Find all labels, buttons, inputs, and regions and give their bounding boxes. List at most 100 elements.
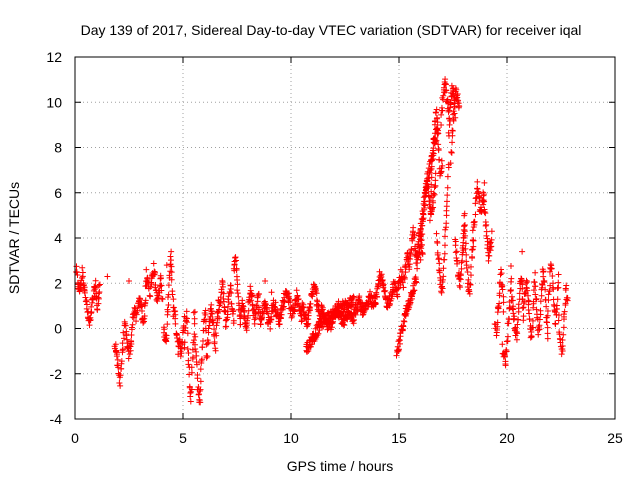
- data-point: [181, 344, 188, 351]
- data-point: [151, 270, 158, 277]
- data-point: [188, 386, 195, 393]
- data-point: [520, 300, 527, 307]
- data-point: [438, 284, 445, 291]
- data-point: [502, 362, 509, 369]
- data-point: [268, 289, 275, 296]
- data-point: [560, 313, 567, 320]
- data-point: [256, 306, 263, 313]
- data-point: [462, 245, 469, 252]
- data-point: [417, 256, 424, 263]
- data-point: [120, 329, 127, 336]
- y-tick-label: 12: [46, 49, 62, 65]
- data-point: [267, 325, 274, 332]
- data-point: [498, 266, 505, 273]
- data-point: [268, 316, 275, 323]
- data-point: [467, 281, 474, 288]
- data-point: [422, 202, 429, 209]
- data-point: [494, 304, 501, 311]
- data-point: [278, 311, 285, 318]
- data-point: [430, 145, 437, 152]
- data-point: [467, 272, 474, 279]
- data-point: [199, 344, 206, 351]
- data-point: [352, 311, 359, 318]
- data-point: [559, 343, 566, 350]
- data-point: [519, 248, 526, 255]
- data-point: [563, 296, 570, 303]
- data-point: [158, 282, 165, 289]
- data-point: [435, 130, 442, 137]
- data-point: [138, 303, 145, 310]
- data-point: [481, 179, 488, 186]
- data-point: [561, 308, 568, 315]
- data-point: [453, 248, 460, 255]
- x-tick-label: 0: [71, 430, 79, 446]
- data-point: [507, 288, 514, 295]
- data-point: [450, 111, 457, 118]
- data-point: [458, 265, 465, 272]
- data-point: [402, 269, 409, 276]
- data-point: [446, 107, 453, 114]
- data-point: [242, 323, 249, 330]
- data-point: [481, 208, 488, 215]
- data-point: [448, 149, 455, 156]
- data-point: [305, 320, 312, 327]
- data-point: [123, 336, 130, 343]
- data-point: [540, 268, 547, 275]
- data-point: [193, 361, 200, 368]
- data-point: [337, 311, 344, 318]
- data-point: [272, 299, 279, 306]
- data-point: [519, 285, 526, 292]
- data-point: [441, 256, 448, 263]
- data-point: [130, 314, 137, 321]
- data-point: [119, 340, 126, 347]
- data-point: [314, 298, 321, 305]
- data-point: [174, 334, 181, 341]
- data-point: [251, 320, 258, 327]
- data-point: [181, 339, 188, 346]
- data-point: [414, 265, 421, 272]
- data-point: [209, 310, 216, 317]
- data-point: [185, 361, 192, 368]
- data-point: [498, 270, 505, 277]
- data-point: [190, 309, 197, 316]
- data-point: [293, 287, 300, 294]
- data-point: [455, 97, 462, 104]
- data-point: [341, 322, 348, 329]
- data-point: [470, 243, 477, 250]
- data-point: [195, 391, 202, 398]
- data-point: [426, 217, 433, 224]
- data-point: [438, 289, 445, 296]
- data-point: [411, 245, 418, 252]
- data-point: [350, 317, 357, 324]
- data-point: [431, 135, 438, 142]
- data-point: [466, 290, 473, 297]
- data-point: [532, 283, 539, 290]
- data-point: [480, 191, 487, 198]
- data-point: [532, 269, 539, 276]
- data-point: [167, 253, 174, 260]
- data-point: [443, 212, 450, 219]
- data-point: [410, 224, 417, 231]
- data-point: [519, 305, 526, 312]
- data-point: [172, 315, 179, 322]
- data-point: [167, 268, 174, 275]
- data-point: [354, 307, 361, 314]
- data-point: [434, 251, 441, 258]
- data-point: [431, 191, 438, 198]
- data-point: [264, 306, 271, 313]
- data-point: [305, 347, 312, 354]
- y-axis-label: SDTVAR / TECUs: [6, 182, 22, 294]
- data-point: [456, 103, 463, 110]
- data-point: [555, 279, 562, 286]
- data-point: [463, 251, 470, 258]
- data-point: [207, 313, 214, 320]
- data-point: [164, 321, 171, 328]
- data-point: [531, 279, 538, 286]
- data-point: [88, 308, 95, 315]
- data-point: [208, 301, 215, 308]
- data-point: [537, 307, 544, 314]
- data-point: [463, 264, 470, 271]
- data-point: [197, 399, 204, 406]
- data-point: [499, 286, 506, 293]
